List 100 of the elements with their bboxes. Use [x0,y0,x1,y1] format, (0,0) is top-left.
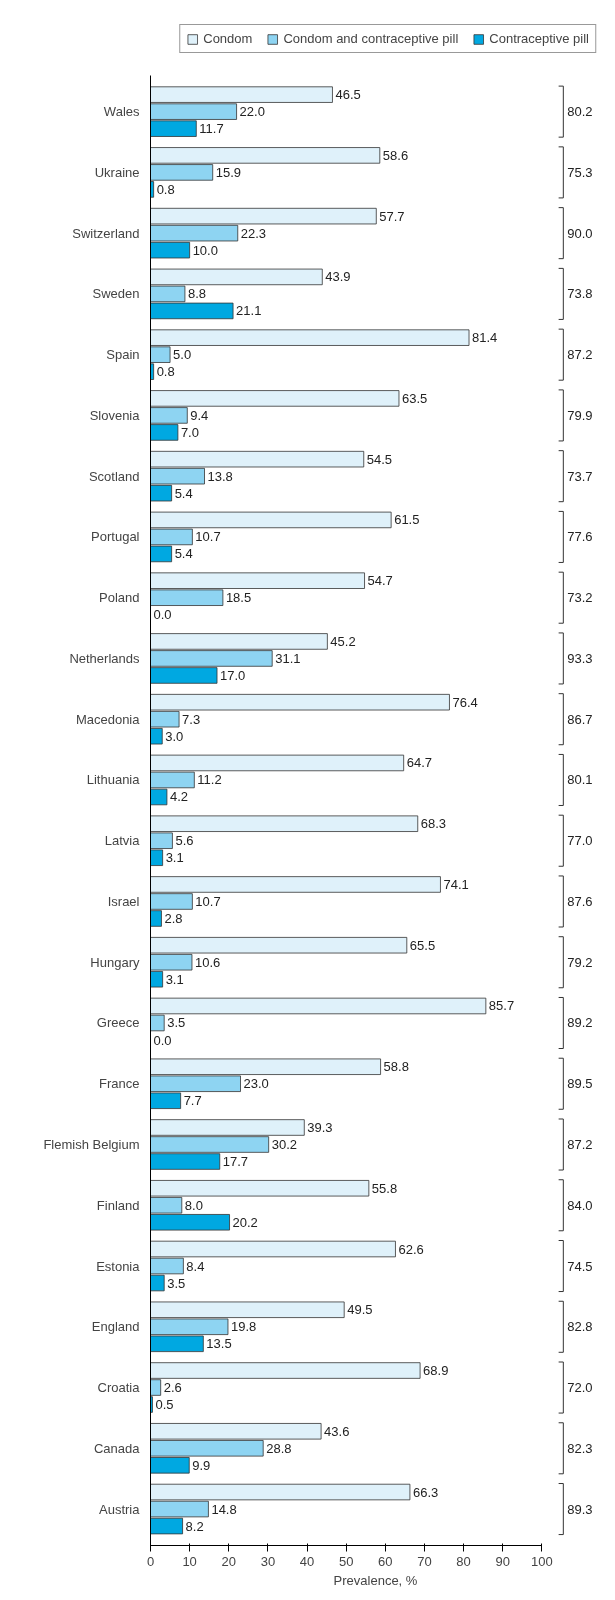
y-tick-label: Lithuania [86,772,141,788]
text: 82.8 [567,1319,593,1335]
y-tick-label: Estonia [96,1258,141,1274]
data-label: 3.1 [165,971,184,987]
y-tick-label: Slovenia [89,407,141,423]
data-label: 68.3 [420,816,447,832]
data-label: 3.5 [167,1015,186,1031]
x-axis-title: Prevalence, % [333,1572,418,1588]
text: 73.2 [567,590,593,606]
text: 79.9 [567,407,593,423]
data-label: 17.0 [220,667,246,683]
data-label: 18.5 [225,590,252,606]
y-tick-label: Flemish Belgium [43,1137,140,1152]
data-label: 7.7 [183,1093,202,1109]
data-label: 21.1 [236,303,262,319]
data-label: 10.6 [194,954,221,970]
text: 89.3 [567,1501,593,1517]
data-label: 8.0 [184,1197,203,1213]
text: 77.6 [567,529,593,545]
data-label: 5.6 [175,833,194,849]
y-tick-label: Canada [93,1440,141,1456]
data-label: 3.5 [167,1275,186,1291]
text: 89.5 [567,1076,593,1092]
data-label: 57.7 [379,208,405,224]
text: 80.1 [567,772,593,788]
data-label: 9.4 [190,407,209,423]
data-label: 66.3 [412,1484,439,1500]
text: 72.0 [567,1380,593,1396]
data-label: 22.0 [239,104,265,120]
data-label: 11.7 [199,121,224,137]
text: 73.8 [567,286,593,302]
data-label: 3.1 [165,850,184,866]
data-label: 43.6 [324,1423,350,1439]
data-label: 3.0 [165,728,184,744]
data-label: 10.7 [195,893,221,909]
y-tick-label: Israel [107,893,140,909]
text: 90.0 [567,225,593,241]
data-label: 64.7 [406,755,432,771]
data-label: 54.7 [367,573,393,589]
x-tick-label: 20 [221,1553,236,1569]
x-tick-label: 80 [456,1553,471,1569]
data-label: 9.9 [192,1457,211,1473]
y-tick-label: France [99,1076,140,1092]
text: 82.3 [567,1440,593,1456]
y-tick-label: Hungary [90,954,140,970]
text: 74.5 [567,1258,593,1274]
data-label: 13.8 [207,468,233,484]
data-label: 14.8 [211,1501,237,1517]
text: 79.2 [567,954,593,970]
data-label: 2.8 [164,910,183,926]
y-tick-label: Macedonia [75,711,141,727]
data-label: 19.8 [230,1319,257,1335]
data-label: 54.5 [366,451,393,467]
data-label: 63.5 [401,390,428,406]
data-label: 15.9 [215,164,242,180]
data-label: 49.5 [347,1302,373,1318]
y-tick-label: Scotland [88,468,140,484]
data-label: 46.5 [335,87,361,103]
data-label: 13.5 [206,1336,232,1352]
text: 80.2 [567,104,593,120]
text: 93.3 [567,650,593,666]
data-label: 65.5 [409,937,436,953]
legend-label: Condom [203,31,253,46]
text: 75.3 [567,164,593,180]
text: 84.0 [567,1197,593,1213]
text: 73.7 [567,468,593,484]
y-tick-label: Austria [99,1501,141,1517]
data-label: 0.0 [153,1032,172,1048]
data-label: 22.3 [240,225,267,241]
data-label: 28.8 [266,1440,292,1456]
data-label: 2.6 [163,1380,182,1396]
data-label: 5.4 [174,485,193,501]
data-label: 74.1 [443,876,469,892]
text: 86.7 [567,711,593,727]
y-tick-label: Wales [103,104,140,120]
x-tick-label: 100 [530,1553,553,1569]
y-tick-label: Spain [106,347,140,363]
x-tick-label: 30 [260,1553,276,1569]
y-tick-label: Netherlands [69,650,140,666]
data-label: 0.5 [155,1397,174,1413]
data-label: 20.2 [232,1214,258,1230]
data-label: 23.0 [243,1076,269,1092]
text: 87.2 [567,1137,593,1152]
data-label: 5.4 [174,546,193,562]
data-label: 7.0 [180,424,199,440]
data-label: 10.7 [195,529,221,545]
x-tick-label: 0 [146,1553,155,1569]
data-label: 8.2 [185,1518,204,1534]
y-tick-label: Croatia [97,1380,141,1396]
data-label: 58.8 [383,1059,409,1075]
y-tick-label: Portugal [91,529,140,545]
data-label: 8.4 [186,1258,205,1274]
data-label: 68.9 [423,1363,449,1379]
data-label: 0.8 [156,364,175,380]
y-tick-label: Ukraine [94,164,140,180]
y-tick-label: Finland [96,1197,140,1213]
data-label: 8.8 [187,286,207,302]
data-label: 61.5 [394,512,420,528]
text: 87.2 [567,347,593,363]
data-label: 39.3 [307,1119,333,1135]
